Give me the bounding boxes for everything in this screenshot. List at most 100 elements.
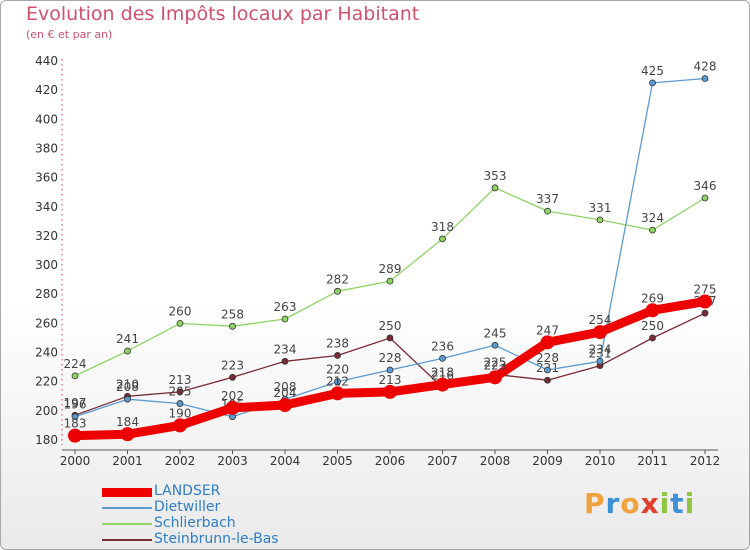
y-tick-label: 320 (35, 229, 58, 243)
data-point-landser (278, 398, 292, 413)
data-point-schlierbach (439, 235, 446, 243)
data-label-landser: 218 (431, 366, 454, 380)
logo-letter: x (640, 487, 660, 520)
data-point-dietwiller (701, 75, 709, 82)
data-point-dietwiller (71, 413, 79, 421)
y-tick-label: 180 (35, 433, 58, 447)
data-point-schlierbach (124, 347, 131, 355)
data-point-dietwiller (124, 395, 131, 403)
legend-swatch-landser (102, 488, 152, 497)
data-label-steinbrunn-le-bas: 210 (116, 377, 139, 391)
data-label-dietwiller: 245 (484, 326, 507, 340)
data-label-schlierbach: 241 (116, 332, 139, 346)
series-line-dietwiller (74, 77, 706, 418)
logo-letter: r (605, 487, 621, 520)
legend-label-schlierbach: Schlierbach (154, 515, 236, 531)
data-point-steinbrunn-le-bas (281, 357, 289, 365)
data-point-steinbrunn-le-bas (544, 376, 551, 384)
data-label-dietwiller: 228 (379, 351, 402, 365)
logo-letter: o (620, 487, 641, 520)
data-label-steinbrunn-le-bas: 197 (64, 396, 87, 410)
data-label-landser: 190 (169, 406, 192, 420)
data-label-steinbrunn-le-bas: 213 (169, 373, 192, 387)
data-label-landser: 247 (536, 323, 559, 337)
y-tick-label: 200 (35, 404, 58, 418)
legend-label-landser: LANDSER (154, 483, 221, 499)
data-point-landser (540, 335, 555, 350)
data-label-schlierbach: 258 (221, 307, 244, 321)
data-point-steinbrunn-le-bas (649, 334, 656, 342)
data-point-schlierbach (386, 277, 394, 285)
data-label-steinbrunn-le-bas: 216 (431, 369, 454, 383)
logo-letter: i (659, 487, 671, 520)
x-tick-label: 2010 (585, 454, 616, 468)
y-tick-label: 280 (35, 287, 58, 301)
y-tick-label: 220 (35, 375, 58, 389)
data-label-landser: 202 (221, 389, 244, 403)
data-point-schlierbach (701, 194, 709, 202)
data-point-schlierbach (71, 372, 79, 380)
data-label-dietwiller: 428 (694, 59, 717, 73)
data-label-dietwiller: 205 (169, 385, 192, 399)
data-point-landser (645, 303, 660, 318)
data-point-steinbrunn-le-bas (229, 373, 236, 381)
legend-label-dietwiller: Dietwiller (154, 499, 221, 515)
data-label-landser: 212 (326, 374, 349, 388)
data-point-dietwiller (491, 341, 499, 349)
data-label-dietwiller: 196 (64, 398, 87, 412)
data-label-schlierbach: 282 (326, 272, 349, 286)
data-label-steinbrunn-le-bas: 238 (326, 336, 349, 350)
data-label-dietwiller: 208 (274, 380, 297, 394)
data-label-schlierbach: 353 (484, 169, 507, 183)
legend-swatch-schlierbach (102, 523, 152, 525)
data-point-landser (435, 377, 450, 392)
y-tick-label: 440 (35, 54, 58, 68)
data-point-steinbrunn-le-bas (334, 352, 341, 359)
data-point-steinbrunn-le-bas (701, 309, 709, 317)
data-point-schlierbach (544, 207, 551, 215)
data-label-dietwiller: 228 (536, 351, 559, 365)
data-point-landser (120, 427, 135, 442)
data-label-landser: 223 (484, 358, 507, 372)
logo-letter: t (670, 487, 685, 520)
data-label-schlierbach: 260 (169, 304, 192, 318)
y-tick-label: 300 (35, 258, 58, 272)
x-tick-label: 2011 (637, 454, 668, 468)
data-point-landser (68, 428, 82, 443)
logo-letter: i (684, 487, 696, 520)
data-point-schlierbach (176, 319, 184, 327)
y-tick-label: 420 (35, 83, 58, 97)
data-label-schlierbach: 337 (536, 192, 559, 206)
data-label-landser: 269 (641, 291, 664, 305)
x-tick-label: 2009 (532, 454, 563, 468)
data-point-landser (383, 384, 397, 399)
chart-subtitle: (en € et par an) (26, 28, 113, 41)
data-point-landser (225, 400, 240, 415)
x-tick-label: 2001 (112, 454, 143, 468)
x-tick-label: 2002 (165, 454, 196, 468)
data-point-dietwiller (649, 79, 656, 87)
data-label-schlierbach: 331 (589, 201, 612, 215)
data-point-schlierbach (596, 216, 604, 224)
data-label-schlierbach: 318 (431, 220, 454, 234)
data-point-schlierbach (334, 287, 341, 295)
data-point-steinbrunn-le-bas (386, 334, 394, 342)
data-label-landser: 254 (589, 313, 612, 327)
data-point-steinbrunn-le-bas (176, 388, 184, 396)
data-point-landser (488, 370, 502, 385)
data-label-schlierbach: 324 (641, 211, 664, 225)
data-label-steinbrunn-le-bas: 234 (274, 342, 297, 356)
data-label-landser: 183 (64, 417, 87, 431)
data-label-dietwiller: 236 (431, 339, 454, 353)
proxiti-logo: Proxiti (584, 487, 695, 520)
x-tick-label: 2000 (60, 454, 91, 468)
chart-title: Evolution des Impôts locaux par Habitant (26, 3, 420, 25)
data-label-landser: 275 (694, 283, 717, 297)
data-label-dietwiller: 234 (589, 342, 612, 356)
y-tick-label: 400 (35, 112, 58, 126)
x-tick-label: 2004 (270, 454, 301, 468)
x-tick-label: 2007 (427, 454, 458, 468)
legend-label-steinbrunn-le-bas: Steinbrunn-le-Bas (154, 531, 279, 547)
data-label-dietwiller: 425 (641, 64, 664, 78)
